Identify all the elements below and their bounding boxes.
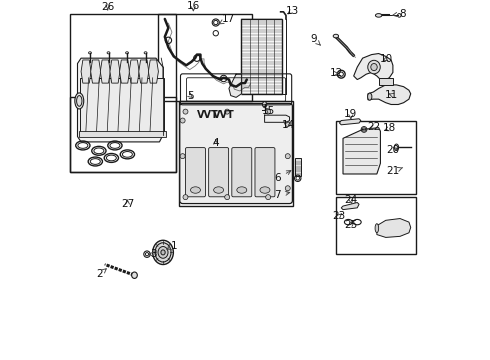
Ellipse shape	[266, 109, 270, 114]
Bar	[179, 101, 293, 206]
Polygon shape	[81, 60, 91, 83]
Bar	[295, 158, 300, 176]
Text: 6: 6	[274, 171, 291, 183]
Ellipse shape	[161, 250, 165, 255]
Ellipse shape	[285, 154, 290, 159]
Polygon shape	[148, 60, 158, 83]
Text: VVT: VVT	[213, 110, 235, 120]
Ellipse shape	[375, 14, 382, 17]
Text: 4: 4	[213, 138, 219, 148]
Text: 11: 11	[385, 90, 398, 100]
Ellipse shape	[76, 96, 82, 106]
Text: 16: 16	[187, 1, 200, 12]
Text: 13: 13	[285, 6, 299, 16]
Ellipse shape	[285, 122, 290, 127]
Ellipse shape	[153, 240, 173, 265]
Bar	[71, 14, 175, 172]
Bar	[80, 78, 164, 135]
Polygon shape	[129, 60, 139, 83]
Ellipse shape	[266, 195, 270, 200]
FancyBboxPatch shape	[186, 148, 205, 197]
Polygon shape	[100, 60, 110, 83]
Ellipse shape	[183, 109, 188, 114]
Ellipse shape	[285, 186, 290, 191]
Ellipse shape	[214, 187, 223, 193]
FancyBboxPatch shape	[255, 148, 275, 197]
Ellipse shape	[183, 195, 188, 200]
Polygon shape	[343, 128, 380, 174]
Polygon shape	[354, 54, 393, 80]
Text: 7: 7	[274, 190, 290, 200]
Text: 5: 5	[188, 91, 194, 101]
Polygon shape	[341, 202, 359, 210]
Ellipse shape	[225, 109, 230, 114]
Text: 21: 21	[387, 166, 403, 176]
Text: 12: 12	[330, 68, 343, 78]
Polygon shape	[110, 60, 120, 83]
Polygon shape	[377, 219, 411, 238]
Polygon shape	[77, 58, 163, 142]
Text: 18: 18	[383, 123, 396, 133]
Ellipse shape	[180, 154, 185, 159]
Ellipse shape	[191, 187, 200, 193]
Text: 8: 8	[393, 9, 406, 19]
Text: 22: 22	[367, 122, 380, 132]
Ellipse shape	[155, 243, 171, 262]
Polygon shape	[340, 119, 361, 125]
Text: 25: 25	[344, 220, 358, 230]
Text: 23: 23	[332, 211, 346, 221]
Text: 15: 15	[262, 106, 275, 116]
Ellipse shape	[75, 93, 84, 109]
Bar	[158, 14, 252, 101]
Ellipse shape	[394, 144, 398, 150]
Text: 17: 17	[219, 14, 235, 24]
Bar	[336, 121, 416, 194]
Polygon shape	[91, 60, 100, 83]
Ellipse shape	[333, 34, 339, 38]
Text: VVT: VVT	[196, 110, 219, 120]
Polygon shape	[120, 60, 129, 83]
Ellipse shape	[158, 247, 168, 258]
FancyBboxPatch shape	[232, 148, 252, 197]
Text: 1: 1	[167, 241, 178, 251]
Polygon shape	[139, 60, 149, 83]
Polygon shape	[229, 74, 242, 97]
Ellipse shape	[180, 118, 185, 123]
Ellipse shape	[371, 63, 377, 71]
Text: 27: 27	[121, 199, 134, 209]
Text: 2: 2	[96, 269, 106, 279]
Text: 9: 9	[311, 34, 320, 45]
Text: 19: 19	[344, 109, 358, 120]
Text: 10: 10	[380, 54, 393, 64]
Polygon shape	[368, 85, 411, 104]
Text: 20: 20	[387, 145, 400, 155]
FancyBboxPatch shape	[180, 103, 293, 203]
Bar	[336, 197, 416, 254]
Ellipse shape	[368, 93, 372, 100]
FancyBboxPatch shape	[209, 148, 229, 197]
Ellipse shape	[225, 195, 230, 200]
Text: 14: 14	[282, 120, 295, 130]
Ellipse shape	[132, 272, 137, 278]
Bar	[242, 19, 282, 94]
Ellipse shape	[237, 187, 247, 193]
Text: 3: 3	[149, 249, 157, 259]
Text: 26: 26	[101, 2, 115, 12]
Text: 24: 24	[344, 195, 358, 204]
Bar	[78, 131, 166, 136]
Ellipse shape	[375, 224, 379, 233]
Ellipse shape	[368, 60, 380, 74]
Ellipse shape	[263, 102, 267, 107]
Polygon shape	[265, 115, 290, 122]
Bar	[71, 97, 175, 172]
Ellipse shape	[260, 187, 270, 193]
Bar	[379, 78, 393, 85]
